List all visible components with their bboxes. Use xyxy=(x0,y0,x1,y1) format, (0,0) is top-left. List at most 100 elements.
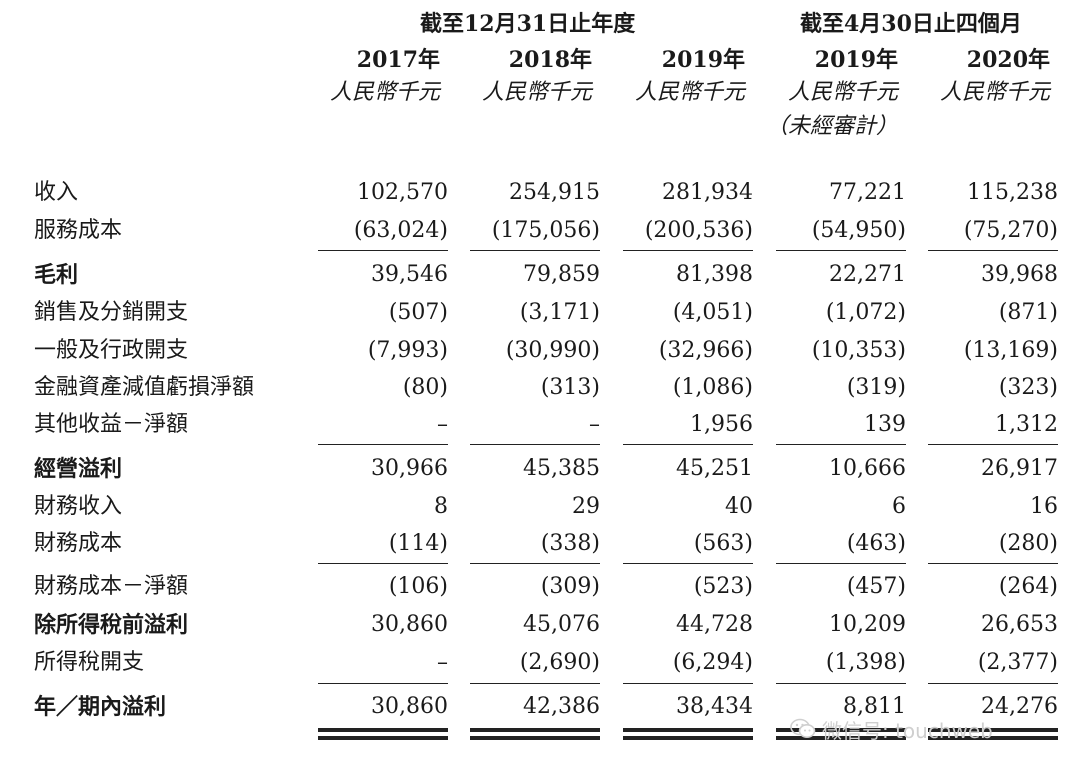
table-cell: (10,353) xyxy=(811,338,906,363)
table-cell: 115,238 xyxy=(967,180,1058,205)
table-row: 服務成本 (63,024) (175,056) (200,536) (54,950) (7… xyxy=(0,214,1080,248)
table-cell: 39,968 xyxy=(981,262,1058,287)
table-cell: – xyxy=(437,650,448,675)
row-label: 財務收入 xyxy=(34,494,123,519)
column-unit: 人民幣千元 xyxy=(787,80,898,105)
row-label: 銷售及分銷開支 xyxy=(34,300,189,325)
column-year-2019: 2019年 xyxy=(661,47,745,73)
column-unit: 人民幣千元 xyxy=(939,80,1050,105)
table-cell: (80) xyxy=(402,375,448,400)
subtotal-rule xyxy=(776,250,906,251)
table-cell: 26,653 xyxy=(981,612,1058,637)
total-double-rule xyxy=(776,728,906,732)
column-year-2019-4m: 2019年 xyxy=(814,47,898,73)
row-label: 財務成本－淨額 xyxy=(34,574,189,599)
total-double-rule xyxy=(318,728,448,732)
table-cell: (338) xyxy=(540,531,600,556)
table-row: 所得稅開支 – (2,690) (6,294) (1,398) (2,377) xyxy=(0,646,1080,680)
subtotal-rule xyxy=(470,683,600,684)
table-cell: (75,270) xyxy=(963,218,1058,243)
subtotal-rule xyxy=(470,563,600,564)
wechat-icon xyxy=(790,718,816,738)
total-double-rule xyxy=(928,728,1058,732)
table-cell: 81,398 xyxy=(676,262,753,287)
subtotal-rule xyxy=(928,250,1058,251)
table-cell: (2,377) xyxy=(977,650,1058,675)
table-cell: 10,209 xyxy=(829,612,906,637)
group-header-four-months: 截至4月30日止四個月 xyxy=(800,11,1022,37)
total-double-rule xyxy=(623,728,753,732)
table-cell: 29 xyxy=(572,494,600,519)
row-label: 一般及行政開支 xyxy=(34,338,189,363)
table-cell: (264) xyxy=(998,574,1058,599)
column-year-2017: 2017年 xyxy=(356,47,440,73)
table-cell: 139 xyxy=(864,412,906,437)
table-row: 財務成本 (114) (338) (563) (463) (280) xyxy=(0,527,1080,561)
table-cell: 45,076 xyxy=(523,612,600,637)
table-cell: (32,966) xyxy=(658,338,753,363)
table-cell: (319) xyxy=(846,375,906,400)
table-cell: 1,312 xyxy=(995,412,1058,437)
table-cell: 39,546 xyxy=(371,262,448,287)
table-row: 金融資產減值虧損淨額 (80) (313) (1,086) (319) (323) xyxy=(0,371,1080,405)
table-cell: 45,385 xyxy=(523,456,600,481)
table-cell: 22,271 xyxy=(829,262,906,287)
row-label: 除所得稅前溢利 xyxy=(34,612,189,638)
row-label: 服務成本 xyxy=(34,218,123,243)
subtotal-rule xyxy=(318,563,448,564)
table-row: 年／期內溢利 30,860 42,386 38,434 8,811 24,276 xyxy=(0,690,1080,724)
table-cell: 30,860 xyxy=(371,612,448,637)
table-row: 一般及行政開支 (7,993) (30,990) (32,966) (10,353) (1… xyxy=(0,334,1080,368)
table-cell: 6 xyxy=(892,494,906,519)
subtotal-rule xyxy=(928,683,1058,684)
subtotal-rule xyxy=(318,683,448,684)
table-cell: (1,072) xyxy=(825,300,906,325)
row-label: 金融資產減值虧損淨額 xyxy=(34,375,255,400)
table-cell: (106) xyxy=(388,574,448,599)
table-cell: (63,024) xyxy=(353,218,448,243)
subtotal-rule xyxy=(470,444,600,445)
table-cell: (3,171) xyxy=(519,300,600,325)
table-cell: 8,811 xyxy=(843,694,906,719)
watermark-text: 微信号: touchweb xyxy=(822,718,993,743)
table-cell: 1,956 xyxy=(690,412,753,437)
table-cell: 38,434 xyxy=(676,694,753,719)
table-cell: (7,993) xyxy=(367,338,448,363)
row-label: 經營溢利 xyxy=(34,456,123,482)
column-unit: 人民幣千元 xyxy=(634,80,745,105)
subtotal-rule xyxy=(776,683,906,684)
table-cell: 254,915 xyxy=(509,180,600,205)
table-cell: (309) xyxy=(540,574,600,599)
table-cell: (13,169) xyxy=(963,338,1058,363)
table-cell: 79,859 xyxy=(523,262,600,287)
column-year-2018: 2018年 xyxy=(508,47,592,73)
table-cell: (313) xyxy=(540,375,600,400)
total-double-rule xyxy=(623,736,753,740)
table-cell: (2,690) xyxy=(519,650,600,675)
subtotal-rule xyxy=(928,563,1058,564)
total-double-rule xyxy=(928,736,1058,740)
table-row: 除所得稅前溢利 30,860 45,076 44,728 10,209 26,653 xyxy=(0,608,1080,642)
table-cell: 8 xyxy=(434,494,448,519)
watermark: 微信号: touchweb xyxy=(790,712,993,746)
table-row: 財務收入 8 29 40 6 16 xyxy=(0,490,1080,524)
subtotal-rule xyxy=(776,563,906,564)
table-cell: 44,728 xyxy=(676,612,753,637)
table-cell: 16 xyxy=(1030,494,1058,519)
table-cell: (4,051) xyxy=(672,300,753,325)
table-cell: (457) xyxy=(846,574,906,599)
table-cell: (523) xyxy=(693,574,753,599)
table-cell: (507) xyxy=(388,300,448,325)
subtotal-rule xyxy=(776,444,906,445)
total-double-rule xyxy=(470,728,600,732)
subtotal-rule xyxy=(928,444,1058,445)
subtotal-rule xyxy=(318,444,448,445)
table-row: 收入 102,570 254,915 281,934 77,221 115,238 xyxy=(0,176,1080,210)
table-cell: 281,934 xyxy=(662,180,753,205)
table-cell: (280) xyxy=(998,531,1058,556)
table-cell: (563) xyxy=(693,531,753,556)
table-cell: 10,666 xyxy=(829,456,906,481)
table-row: 財務成本－淨額 (106) (309) (523) (457) (264) xyxy=(0,570,1080,604)
table-cell: 102,570 xyxy=(357,180,448,205)
table-cell: (6,294) xyxy=(672,650,753,675)
